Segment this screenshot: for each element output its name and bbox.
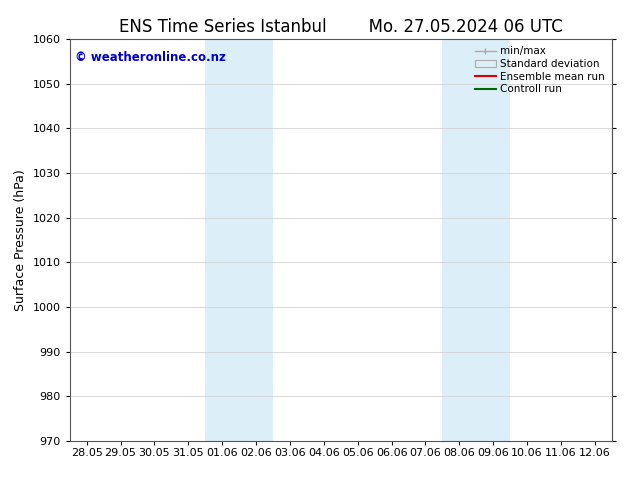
Text: © weatheronline.co.nz: © weatheronline.co.nz [75,51,226,64]
Legend: min/max, Standard deviation, Ensemble mean run, Controll run: min/max, Standard deviation, Ensemble me… [473,45,607,97]
Y-axis label: Surface Pressure (hPa): Surface Pressure (hPa) [14,169,27,311]
Bar [443,39,510,441]
Bar [205,39,273,441]
Title: ENS Time Series Istanbul        Mo. 27.05.2024 06 UTC: ENS Time Series Istanbul Mo. 27.05.2024 … [119,18,562,36]
